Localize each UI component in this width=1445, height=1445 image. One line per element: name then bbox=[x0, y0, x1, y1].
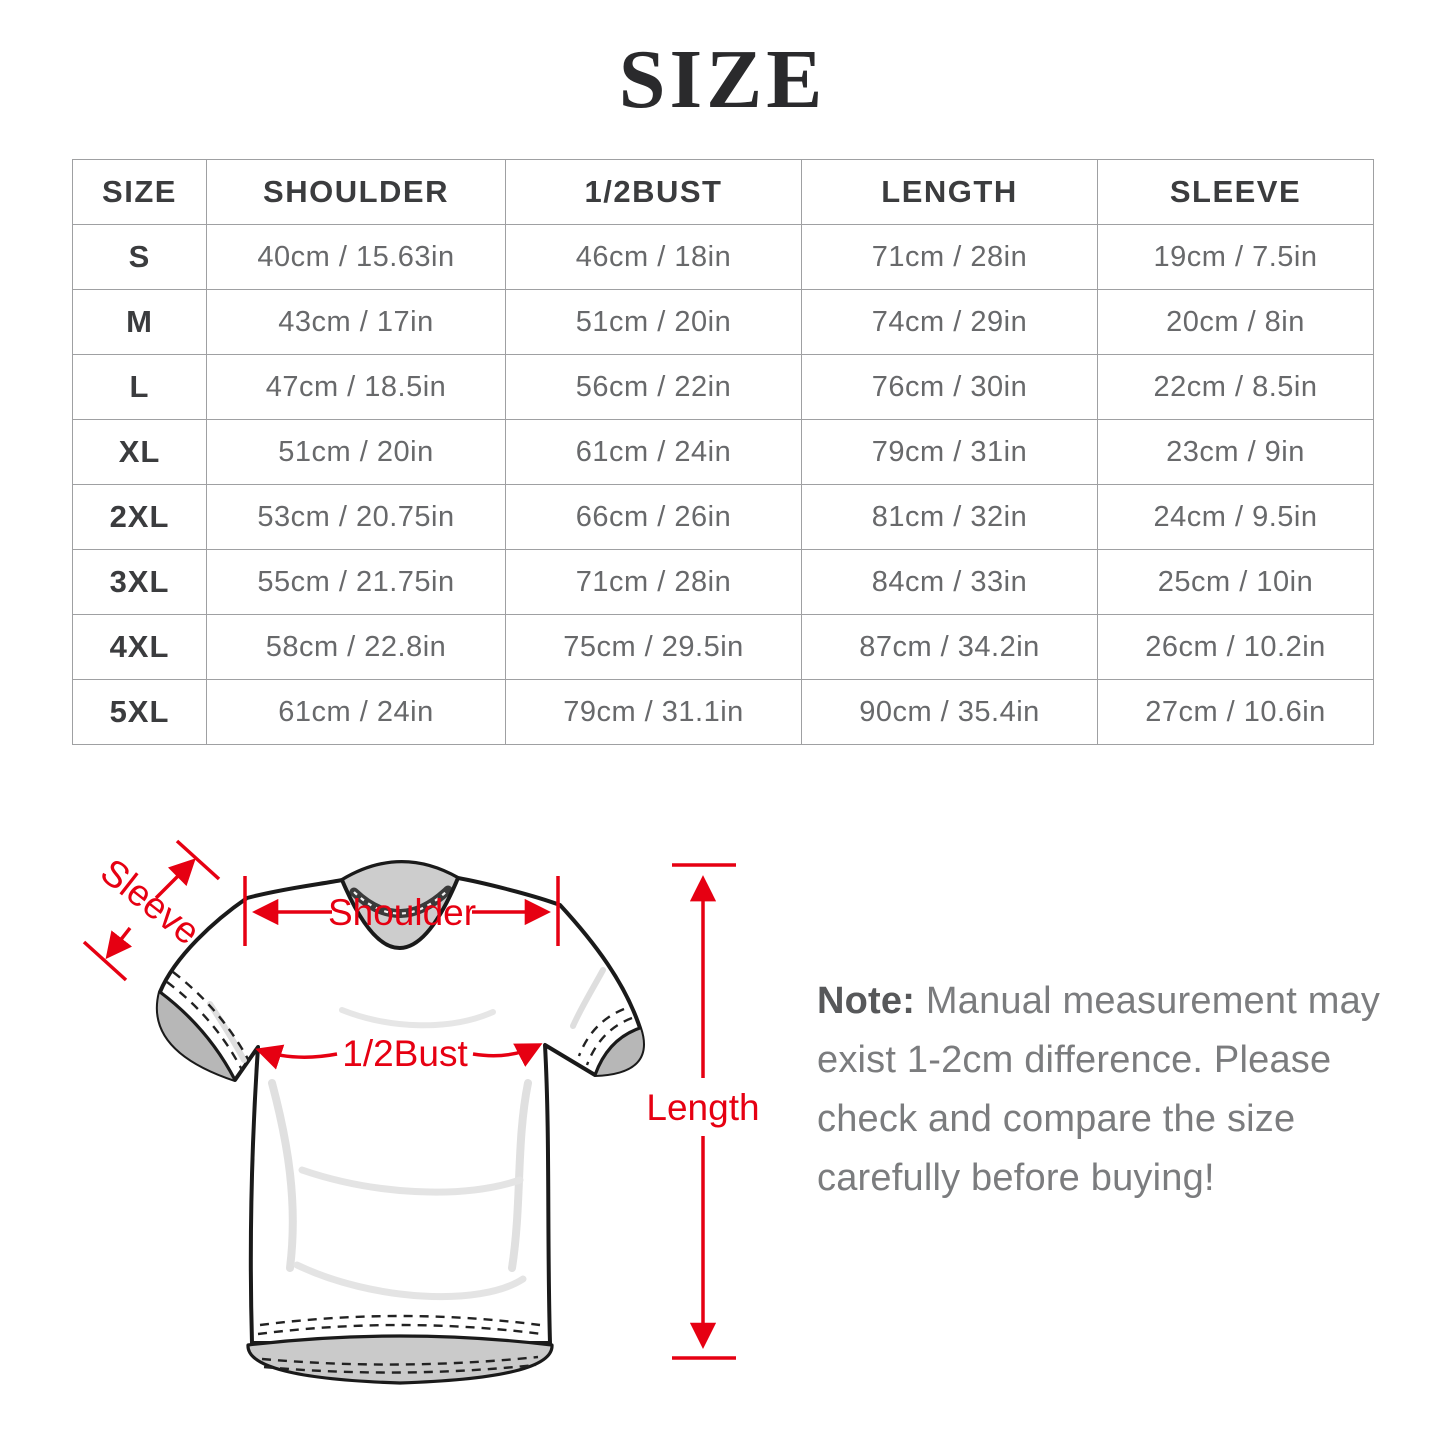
halfbust-value: 61cm / 24in bbox=[505, 419, 802, 485]
half-bust-label: 1/2Bust bbox=[342, 1033, 468, 1074]
table-row-2xl: 2XL 53cm / 20.75in 66cm / 26in 81cm / 32… bbox=[72, 484, 1374, 550]
collar bbox=[340, 860, 460, 950]
size-label: 3XL bbox=[72, 549, 207, 615]
length-label: Length bbox=[646, 1087, 759, 1128]
table-header-row: SIZE SHOULDER 1/2BUST LENGTH SLEEVE bbox=[72, 159, 1374, 225]
halfbust-value: 75cm / 29.5in bbox=[505, 614, 802, 680]
length-value: 90cm / 35.4in bbox=[801, 679, 1098, 745]
size-table-container: SIZE SHOULDER 1/2BUST LENGTH SLEEVE S 40… bbox=[72, 159, 1374, 745]
bottom-hem bbox=[246, 1314, 554, 1385]
length-value: 87cm / 34.2in bbox=[801, 614, 1098, 680]
halfbust-value: 46cm / 18in bbox=[505, 224, 802, 290]
size-table: SIZE SHOULDER 1/2BUST LENGTH SLEEVE S 40… bbox=[72, 159, 1374, 745]
halfbust-value: 56cm / 22in bbox=[505, 354, 802, 420]
sleeve-value: 19cm / 7.5in bbox=[1097, 224, 1374, 290]
size-label: 5XL bbox=[72, 679, 207, 745]
size-label: 4XL bbox=[72, 614, 207, 680]
note-paragraph: Note: Manual measurement may exist 1-2cm… bbox=[817, 972, 1402, 1208]
length-value: 79cm / 31in bbox=[801, 419, 1098, 485]
size-label: XL bbox=[72, 419, 207, 485]
table-row-xl: XL 51cm / 20in 61cm / 24in 79cm / 31in 2… bbox=[72, 419, 1374, 485]
size-label: L bbox=[72, 354, 207, 420]
halfbust-value: 71cm / 28in bbox=[505, 549, 802, 615]
table-row-l: L 47cm / 18.5in 56cm / 22in 76cm / 30in … bbox=[72, 354, 1374, 420]
note-label: Note: bbox=[817, 980, 916, 1022]
shoulder-value: 51cm / 20in bbox=[206, 419, 506, 485]
sleeve-value: 24cm / 9.5in bbox=[1097, 484, 1374, 550]
wrinkle-shading bbox=[207, 967, 606, 1301]
note-body: Manual measurement may exist 1-2cm diffe… bbox=[817, 980, 1381, 1199]
table-row-m: M 43cm / 17in 51cm / 20in 74cm / 29in 20… bbox=[72, 289, 1374, 355]
table-row-3xl: 3XL 55cm / 21.75in 71cm / 28in 84cm / 33… bbox=[72, 549, 1374, 615]
shoulder-value: 53cm / 20.75in bbox=[206, 484, 506, 550]
sleeve-value: 23cm / 9in bbox=[1097, 419, 1374, 485]
size-label: M bbox=[72, 289, 207, 355]
right-sleeve-hem bbox=[577, 1007, 643, 1077]
sleeve-value: 22cm / 8.5in bbox=[1097, 354, 1374, 420]
col-header-sleeve: SLEEVE bbox=[1097, 159, 1374, 225]
col-header-size: SIZE bbox=[72, 159, 207, 225]
length-value: 81cm / 32in bbox=[801, 484, 1098, 550]
shoulder-value: 43cm / 17in bbox=[206, 289, 506, 355]
table-row-5xl: 5XL 61cm / 24in 79cm / 31.1in 90cm / 35.… bbox=[72, 679, 1374, 745]
sleeve-value: 26cm / 10.2in bbox=[1097, 614, 1374, 680]
length-value: 74cm / 29in bbox=[801, 289, 1098, 355]
col-header-halfbust: 1/2BUST bbox=[505, 159, 802, 225]
halfbust-value: 51cm / 20in bbox=[505, 289, 802, 355]
shoulder-value: 61cm / 24in bbox=[206, 679, 506, 745]
tshirt-measurement-diagram: Shoulder Sleeve 1/2Bust Length bbox=[82, 839, 760, 1385]
length-value: 76cm / 30in bbox=[801, 354, 1098, 420]
col-header-shoulder: SHOULDER bbox=[206, 159, 506, 225]
sleeve-value: 27cm / 10.6in bbox=[1097, 679, 1374, 745]
length-value: 84cm / 33in bbox=[801, 549, 1098, 615]
page-title: SIZE bbox=[618, 33, 827, 126]
tshirt-icon bbox=[155, 860, 645, 1385]
length-measure-arrow: Length bbox=[646, 863, 760, 1360]
shoulder-value: 40cm / 15.63in bbox=[206, 224, 506, 290]
shoulder-label: Shoulder bbox=[328, 892, 476, 933]
col-header-length: LENGTH bbox=[801, 159, 1098, 225]
shoulder-value: 58cm / 22.8in bbox=[206, 614, 506, 680]
halfbust-value: 66cm / 26in bbox=[505, 484, 802, 550]
left-sleeve-hem bbox=[157, 971, 251, 1082]
table-row-s: S 40cm / 15.63in 46cm / 18in 71cm / 28in… bbox=[72, 224, 1374, 290]
size-label: 2XL bbox=[72, 484, 207, 550]
shoulder-measure-arrow: Shoulder bbox=[243, 876, 560, 946]
sleeve-value: 25cm / 10in bbox=[1097, 549, 1374, 615]
bust-measure-arrow: 1/2Bust bbox=[255, 1033, 543, 1074]
sleeve-value: 20cm / 8in bbox=[1097, 289, 1374, 355]
length-value: 71cm / 28in bbox=[801, 224, 1098, 290]
shoulder-value: 55cm / 21.75in bbox=[206, 549, 506, 615]
shoulder-value: 47cm / 18.5in bbox=[206, 354, 506, 420]
table-row-4xl: 4XL 58cm / 22.8in 75cm / 29.5in 87cm / 3… bbox=[72, 614, 1374, 680]
halfbust-value: 79cm / 31.1in bbox=[505, 679, 802, 745]
size-label: S bbox=[72, 224, 207, 290]
